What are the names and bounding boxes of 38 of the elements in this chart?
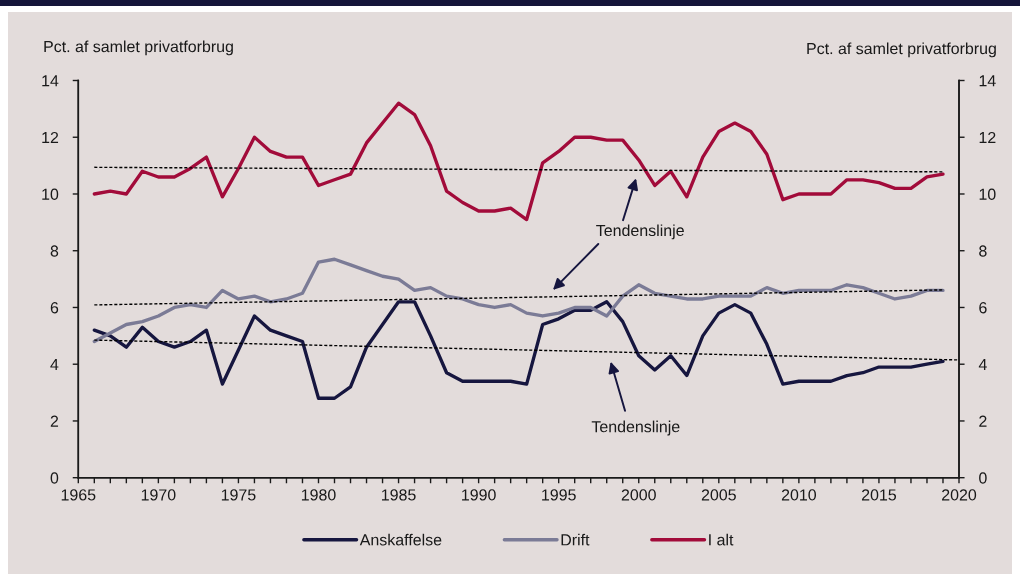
line-series [92,300,945,400]
y-tick-label: 10 [42,188,59,200]
y-tick-label: 0 [50,472,59,484]
legend-label: Drift [561,533,590,546]
y-tick-label: 6 [50,302,59,314]
y2-axis-title: Pct. af samlet privatforbrug [807,42,996,58]
x-tick-label: 1980 [301,489,336,501]
x-tick-label: 1985 [382,489,416,501]
y2-tick-label: 12 [979,131,996,144]
y2-tick-label: 2 [979,415,987,427]
x-tick-label: 2015 [861,489,897,501]
y-tick-label: 4 [50,359,59,370]
x-tick-label: 1990 [462,489,496,501]
legend-label: Anskaffelse [359,533,442,546]
x-tick-label: 2020 [942,489,977,501]
x-tick-label: 2000 [621,489,656,501]
y-tick-label: 8 [50,245,59,257]
y2-tick-label: 4 [978,359,987,370]
x-tick-label: 1965 [61,489,96,501]
x-tick-label: 1975 [221,489,256,501]
x-tick-label: 1970 [141,489,176,501]
y-tick-label: 14 [42,75,59,87]
line-series [92,257,945,344]
y2-tick-label: 10 [979,188,996,200]
x-tick-label: 2010 [781,489,817,501]
line-series [92,101,945,222]
y-axis-title: Pct. af samlet privatforbrug [44,40,233,56]
y-tick-label: 2 [50,415,59,427]
annotation: Tendenslinje [596,224,684,240]
y-tick-label: 12 [42,131,59,144]
x-tick-label: 2005 [701,489,736,501]
y2-tick-label: 8 [979,245,987,257]
y2-tick-label: 14 [979,75,996,87]
y2-tick-label: 0 [979,472,987,484]
legend-label: I alt [709,533,734,546]
annotation: Tendenslinje [591,420,680,436]
y2-tick-label: 6 [979,302,987,314]
x-tick-label: 1995 [542,489,576,501]
